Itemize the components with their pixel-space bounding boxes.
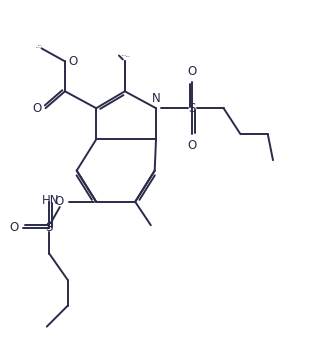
Text: N: N xyxy=(152,92,160,105)
Text: O: O xyxy=(188,64,197,77)
Text: methyl: methyl xyxy=(127,58,132,59)
Text: methyl: methyl xyxy=(38,45,43,46)
Text: S: S xyxy=(189,102,196,115)
Text: HN: HN xyxy=(42,194,60,207)
Text: O: O xyxy=(188,139,197,152)
Text: O: O xyxy=(68,55,77,68)
Text: methyl: methyl xyxy=(122,54,127,55)
Text: O: O xyxy=(54,195,63,208)
Text: S: S xyxy=(46,221,53,234)
Text: methyl: methyl xyxy=(126,56,131,57)
Text: methyl_C6: methyl_C6 xyxy=(156,227,163,228)
Text: O: O xyxy=(32,102,41,115)
Text: O: O xyxy=(9,221,19,234)
Text: methyl_O: methyl_O xyxy=(36,46,42,48)
Text: methyl: methyl xyxy=(41,46,46,47)
